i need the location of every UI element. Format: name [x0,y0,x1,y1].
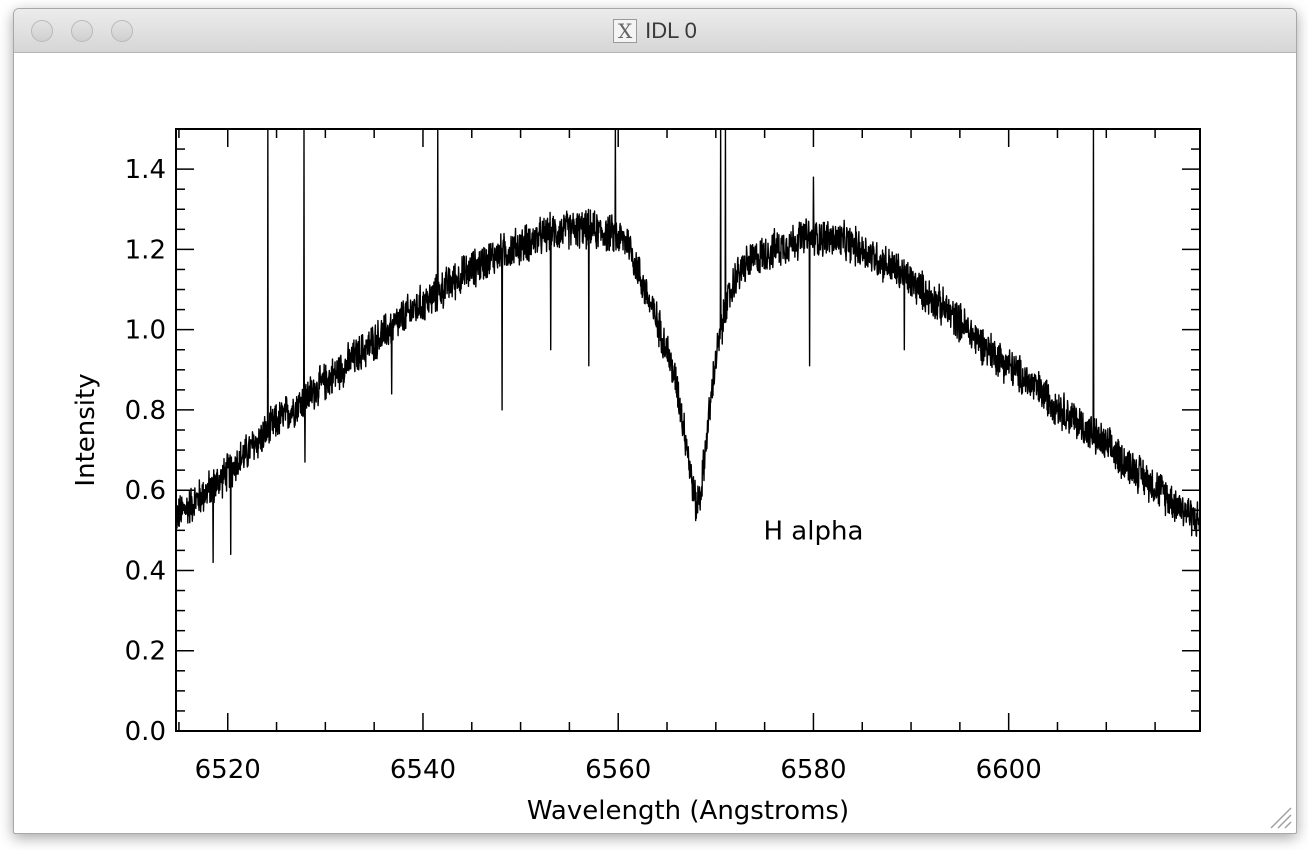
spectrum-line [175,128,1201,564]
x-tick-label: 6580 [780,755,846,785]
y-tick-label: 0.6 [125,476,166,506]
h-alpha-annotation: H alpha [763,516,863,546]
x-axis-label: Wavelength (Angstroms) [527,796,849,826]
resize-grip-icon[interactable] [1267,804,1293,830]
labels-layer: 6520 6540 6560 6580 6600 0.0 0.2 0.4 0.6 0.8 1.0 1.… [125,155,1042,785]
idl-window: X IDL 0 6520 6540 6560 6580 6600 0.0 0.2 0.4 0.6… [13,8,1297,834]
y-tick-label: 1.0 [125,316,166,346]
x-tick-label: 6560 [585,755,651,785]
y-axis-label: Intensity [71,373,101,486]
close-window-button[interactable] [31,20,53,42]
x-tick-label: 6540 [390,755,456,785]
zoom-window-button[interactable] [111,20,133,42]
curve-layer [175,128,1201,564]
y-tick-label: 0.4 [125,556,166,586]
y-tick-label: 1.2 [125,235,166,265]
ticks-layer [176,128,1200,732]
y-tick-label: 0.0 [125,717,166,747]
y-tick-label: 1.4 [125,155,166,185]
plot-frame [175,128,1201,732]
y-tick-label: 0.2 [125,637,166,667]
minimize-window-button[interactable] [71,20,93,42]
spectrum-chart: 6520 6540 6560 6580 6600 0.0 0.2 0.4 0.6 0.8 1.0 1.… [71,128,1201,826]
x-tick-label: 6520 [195,755,261,785]
title-bar[interactable]: X IDL 0 [14,9,1296,53]
x11-icon: X [613,18,638,43]
window-title: IDL 0 [645,17,697,43]
x-tick-label: 6600 [976,755,1042,785]
plot-area: 6520 6540 6560 6580 6600 0.0 0.2 0.4 0.6 0.8 1.0 1.… [14,53,1296,833]
y-tick-label: 0.8 [125,396,166,426]
